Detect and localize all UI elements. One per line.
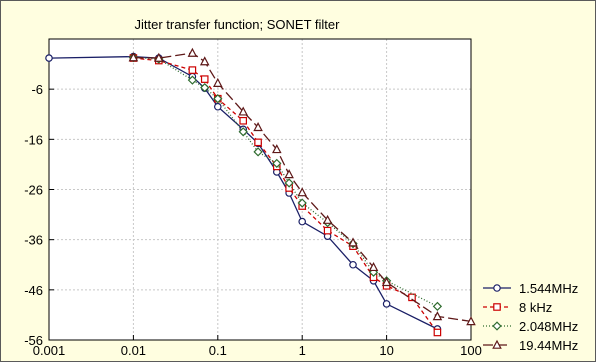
plot-area	[49, 39, 471, 340]
series-line	[133, 52, 472, 323]
data-point	[466, 316, 476, 326]
data-point	[322, 214, 333, 224]
x-tick-label: 1	[299, 343, 306, 358]
legend-marker	[493, 284, 501, 292]
legend-label: 19.44MHz	[519, 338, 578, 353]
y-tick-label: -46	[24, 283, 43, 298]
data-point	[348, 237, 358, 247]
legend-marker	[493, 303, 501, 311]
data-point	[432, 301, 443, 312]
data-point	[432, 311, 443, 321]
data-point	[187, 75, 198, 85]
data-point	[368, 261, 379, 272]
data-point	[199, 56, 210, 66]
legend-label: 8 kHz	[519, 300, 552, 315]
x-tick-label: 100	[460, 343, 482, 358]
data-point	[200, 75, 209, 83]
y-tick-label: -36	[24, 233, 43, 248]
legend-label: 2.048MHz	[519, 319, 578, 334]
data-point	[381, 277, 392, 287]
data-point	[188, 66, 197, 74]
data-point	[408, 293, 416, 302]
data-point	[284, 169, 294, 179]
y-tick-label: -6	[31, 82, 43, 97]
data-point	[253, 147, 263, 157]
data-point	[238, 106, 249, 116]
legend-label: 1.544MHz	[519, 281, 578, 296]
series-line	[133, 56, 438, 307]
data-point	[187, 47, 198, 57]
chart-title: Jitter transfer function; SONET filter	[135, 17, 341, 32]
data-point	[271, 144, 282, 154]
x-tick-label: 10	[379, 343, 393, 358]
data-point	[45, 54, 53, 62]
data-point	[254, 138, 262, 147]
data-point	[298, 217, 307, 226]
data-point	[213, 77, 223, 87]
data-point	[297, 198, 307, 208]
data-point	[323, 226, 332, 235]
x-tick-label: 0.001	[33, 343, 66, 358]
data-point	[349, 260, 357, 269]
y-tick-label: -26	[24, 183, 43, 198]
data-point	[200, 83, 210, 93]
data-point	[214, 102, 222, 111]
x-tick-label: 0.01	[121, 343, 146, 358]
legend-marker	[492, 339, 502, 349]
y-tick-label: -56	[24, 333, 43, 348]
data-point	[272, 158, 282, 169]
x-tick-label: 0.1	[209, 343, 227, 358]
legend-marker	[492, 321, 502, 331]
data-point	[128, 52, 139, 62]
data-point	[154, 52, 164, 62]
data-point	[253, 122, 263, 132]
data-point	[297, 187, 307, 197]
data-point	[433, 328, 442, 337]
data-point	[238, 127, 248, 137]
data-point	[284, 178, 294, 188]
y-tick-label: -16	[24, 132, 43, 147]
data-point	[382, 300, 391, 308]
data-point	[239, 116, 248, 125]
series-line	[133, 57, 438, 333]
data-point	[213, 94, 223, 104]
